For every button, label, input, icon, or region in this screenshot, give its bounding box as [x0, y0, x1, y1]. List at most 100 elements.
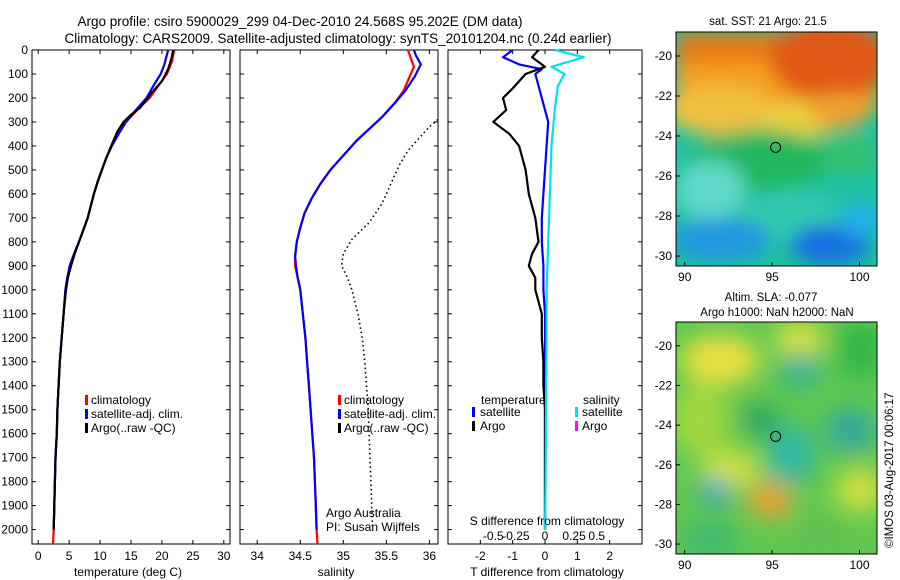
map-y-tick-label: -30	[655, 537, 673, 551]
x-tick-label: 1	[574, 549, 581, 563]
map-y-tick-label: -26	[655, 169, 673, 183]
difference-legend: temperature salinity satellite Argo sate…	[472, 393, 623, 433]
x-tick-label: 30	[217, 549, 231, 563]
legend-label-satellite-adj: satellite-adj. clim.	[344, 407, 436, 421]
depth-tick-label: 1700	[1, 451, 28, 465]
depth-tick-label: 900	[8, 259, 28, 273]
series-line-satellite-adj-clim	[294, 49, 422, 530]
depth-tick-label: 200	[8, 91, 28, 105]
argo-position-marker	[770, 141, 782, 153]
depth-tick-label: 1400	[1, 379, 28, 393]
series-line-argo	[492, 49, 547, 530]
map-x-tick-label: 90	[678, 270, 692, 284]
salinity-plot: 34 34.5 35 35.5 36	[251, 49, 439, 563]
sst-map-title: sat. SST: 21 Argo: 21.5	[709, 16, 827, 28]
depth-tick-label: 100	[8, 67, 28, 81]
x-tick-label: 0	[542, 549, 549, 563]
annotation-argo-australia: Argo Australia	[326, 506, 401, 520]
x-tick-label: -1	[507, 549, 518, 563]
legend-swatch-temp-argo	[472, 421, 475, 431]
legend-label-sal-argo: Argo	[582, 419, 608, 433]
map-x-tick-label: 95	[765, 270, 779, 284]
difference-plot: -2 -1 0 1 2 -0.5-0.25 0 0.25 0.5	[475, 48, 613, 563]
x-tick-label: 5	[66, 549, 73, 563]
depth-tick-label: 0	[21, 43, 28, 57]
map-x-tick-label: 100	[850, 270, 870, 284]
map-y-tick-label: -28	[655, 497, 673, 511]
depth-tick-label: 2000	[1, 523, 28, 537]
figure-title-line-2: Climatology: CARS2009. Satellite-adjuste…	[64, 31, 611, 46]
depth-tick-label: 600	[8, 187, 28, 201]
legend-swatch-argo	[85, 423, 88, 433]
map-y-tick-label: -28	[655, 209, 673, 223]
series-line-satellite-adj-clim	[52, 49, 170, 530]
x-tick-label: 35.5	[375, 549, 399, 563]
map-x-tick-label: 90	[678, 558, 692, 572]
series-line-argo-raw-qc	[52, 49, 175, 530]
depth-tick-label: 1500	[1, 403, 28, 417]
depth-tick-label: 1300	[1, 355, 28, 369]
x-tick-label: 35	[337, 549, 351, 563]
x-tick-label: 25	[186, 549, 200, 563]
legend-label-temp-satellite: satellite	[480, 405, 521, 419]
altim-sla-map: Altim. SLA: -0.077 Argo h1000: NaN h2000…	[655, 292, 878, 572]
depth-tick-label: 1900	[1, 499, 28, 513]
depth-tick-label: 800	[8, 235, 28, 249]
map-y-tick-label: -20	[655, 339, 673, 353]
legend-swatch-climatology	[338, 395, 341, 405]
sat-sst-map: sat. SST: 21 Argo: 21.5 90 95 100 -20 -22 -24…	[655, 16, 878, 284]
x-tick-label: 34	[251, 549, 265, 563]
temperature-plot: 0 5 10 15 20 25 30	[35, 49, 231, 563]
series-line-satellite	[543, 48, 585, 530]
legend-swatch-satellite-adj	[338, 409, 341, 419]
sla-map-axes: 90 95 100 -20 -22 -24 -26 -28 -30	[655, 339, 870, 572]
depth-axis: 0 100 200 300 400 500 600 700 800 900 1000 1100 1200…	[1, 43, 642, 537]
x-tick-label: 10	[93, 549, 107, 563]
map-y-tick-label: -22	[655, 378, 673, 392]
imos-timestamp: ©IMOS 03-Aug-2017 00:06:17	[884, 392, 896, 548]
legend-swatch-sal-argo	[575, 421, 578, 431]
depth-tick-label: 1800	[1, 475, 28, 489]
temperature-axis-label: temperature (deg C)	[74, 565, 182, 579]
legend-title-temperature: temperature	[481, 393, 546, 407]
x-tick-label: 15	[124, 549, 138, 563]
map-y-tick-label: -24	[655, 129, 673, 143]
map-y-tick-label: -30	[655, 249, 673, 263]
figure-title-line-1: Argo profile: csiro 5900029_299 04-Dec-2…	[77, 14, 522, 29]
legend-title-salinity: salinity	[583, 393, 620, 407]
depth-tick-label: 1200	[1, 331, 28, 345]
temperature-plot-frame	[31, 49, 231, 545]
annotation-pi: PI: Susan Wijffels	[326, 520, 420, 534]
salinity-plot-frame	[239, 49, 439, 545]
map-y-tick-label: -24	[655, 418, 673, 432]
top-tick-label: -0.25	[502, 529, 530, 543]
legend-label-argo: Argo(..raw -QC)	[344, 421, 429, 435]
legend-label-climatology: climatology	[344, 393, 404, 407]
depth-tick-label: 700	[8, 211, 28, 225]
top-tick-label: 0	[542, 529, 549, 543]
sla-map-title-line-2: Argo h1000: NaN h2000: NaN	[700, 307, 853, 319]
difference-axis-label-bottom: T difference from climatology	[470, 565, 624, 579]
series-line-climatology	[51, 49, 176, 545]
top-tick-label: -0.5	[483, 529, 504, 543]
legend-swatch-temp-satellite	[472, 407, 475, 417]
series-line-satellite	[501, 49, 550, 530]
legend-label-argo: Argo(..raw -QC)	[91, 421, 176, 435]
temperature-legend: climatology satellite-adj. clim. Argo(..…	[85, 393, 183, 435]
legend-swatch-satellite-adj	[85, 409, 88, 419]
sla-map-title-line-1: Altim. SLA: -0.077	[725, 292, 818, 304]
x-tick-label: 0	[35, 549, 42, 563]
salinity-axis-label: salinity	[318, 565, 355, 579]
sst-map-frame	[675, 31, 878, 267]
salinity-legend: climatology satellite-adj. clim. Argo(..…	[338, 393, 436, 435]
top-tick-label: 0.5	[588, 529, 605, 543]
legend-label-temp-argo: Argo	[480, 419, 506, 433]
depth-tick-label: 1000	[1, 283, 28, 297]
legend-label-sal-satellite: satellite	[582, 405, 623, 419]
map-y-tick-label: -26	[655, 458, 673, 472]
sla-map-frame	[675, 321, 878, 555]
argo-position-marker	[770, 430, 782, 442]
depth-tick-label: 300	[8, 115, 28, 129]
difference-axis-label-top: S difference from climatology	[470, 514, 625, 528]
